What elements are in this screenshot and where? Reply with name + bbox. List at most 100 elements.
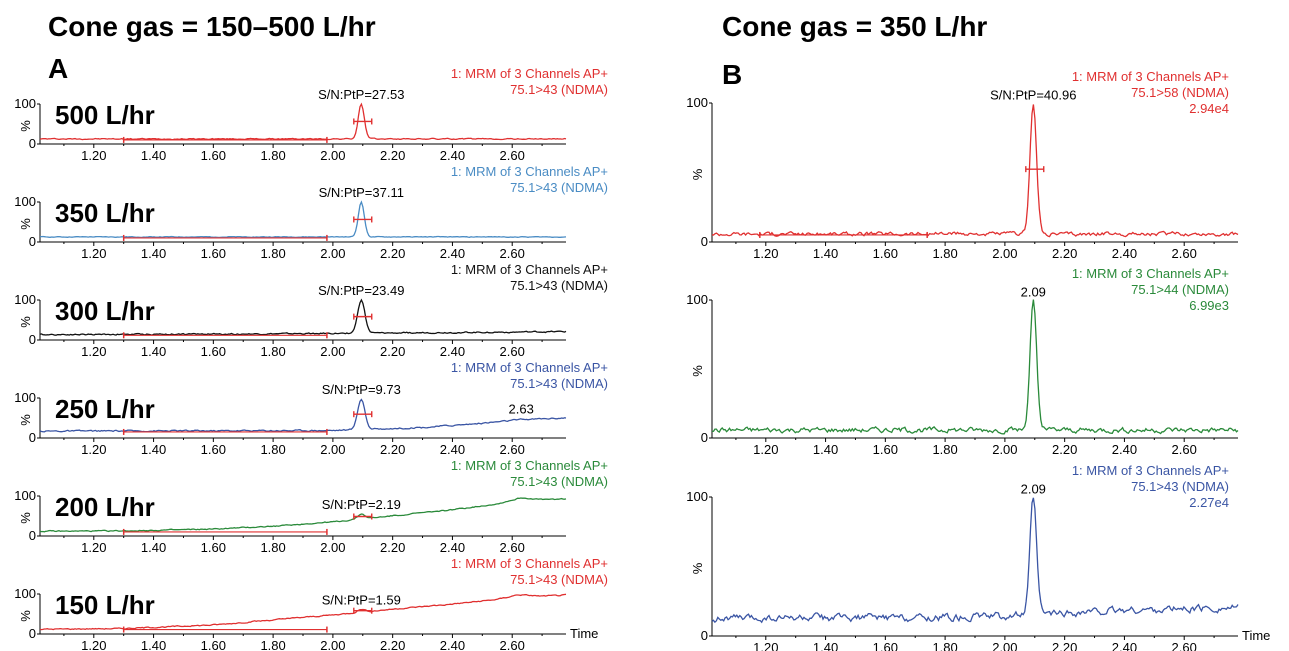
peak-annotation: S/N:PtP=27.53 <box>318 87 404 102</box>
x-tick-label: 1.60 <box>873 442 898 457</box>
chromatogram-trace <box>711 104 1239 238</box>
x-tick-label: 1.20 <box>81 442 106 457</box>
secondary-peak-annotation: 2.63 <box>509 402 534 417</box>
chromatogram-plot: 100 0% 1.20 1.40 1.60 1.80 2.00 2.20 2.40 2.60 S/N… <box>14 262 608 359</box>
channel-info-line: 75.1>43 (NDMA) <box>510 572 608 587</box>
channel-info-line: 75.1>58 (NDMA) <box>1131 85 1229 100</box>
chromatogram-trace <box>39 200 567 239</box>
x-tick-label: 2.20 <box>380 442 405 457</box>
y-tick-label: 0 <box>701 628 708 643</box>
x-tick-label: 2.00 <box>320 148 345 163</box>
x-tick-label: 1.80 <box>260 344 285 359</box>
x-tick-label: 1.40 <box>141 344 166 359</box>
peak-annotation: 2.09 <box>1021 481 1046 496</box>
x-tick-label: 1.40 <box>141 148 166 163</box>
channel-info-line: 1: MRM of 3 Channels AP+ <box>1072 266 1229 281</box>
x-tick-label: 2.00 <box>992 442 1017 457</box>
chromatogram-trace <box>39 398 567 433</box>
chromatogram-plot: 100 0% 1.20 1.40 1.60 1.80 2.00 2.20 2.40 2.60 Tim… <box>14 556 608 651</box>
chromatogram-trace <box>39 298 567 336</box>
x-tick-label: 1.80 <box>260 442 285 457</box>
x-tick-label: 1.40 <box>813 640 838 651</box>
x-tick-label: 2.00 <box>992 640 1017 651</box>
peak-annotation: S/N:PtP=23.49 <box>318 283 404 298</box>
y-tick-label: 100 <box>686 292 708 307</box>
x-tick-label: 2.40 <box>440 638 465 651</box>
x-tick-label: 2.60 <box>1172 246 1197 261</box>
x-tick-label: 1.80 <box>260 638 285 651</box>
panel-b-label: B <box>722 59 742 90</box>
chromatogram-trace <box>39 497 567 533</box>
y-axis-label: % <box>18 120 33 132</box>
y-axis-label: % <box>18 218 33 230</box>
x-tick-label: 1.20 <box>81 638 106 651</box>
right-figure-title: Cone gas = 350 L/hr <box>722 11 987 42</box>
plots-group: 100 0% 1.20 1.40 1.60 1.80 2.00 2.20 2.40 2.60 S/N… <box>14 66 1270 651</box>
x-tick-label: 2.40 <box>440 148 465 163</box>
x-tick-label: 1.80 <box>932 246 957 261</box>
y-axis-label: % <box>18 414 33 426</box>
chromatogram-plot: 100 0% 1.20 1.40 1.60 1.80 2.00 2.20 2.40 2.60 S/N… <box>14 164 608 261</box>
x-tick-label: 2.60 <box>500 638 525 651</box>
x-tick-label: 1.20 <box>81 540 106 555</box>
y-tick-label: 0 <box>701 234 708 249</box>
peak-annotation: S/N:PtP=2.19 <box>322 497 401 512</box>
x-tick-label: 2.60 <box>500 344 525 359</box>
x-tick-label: 2.00 <box>320 246 345 261</box>
x-tick-label: 1.20 <box>753 442 778 457</box>
x-tick-label: 2.60 <box>500 246 525 261</box>
x-tick-label: 2.60 <box>1172 442 1197 457</box>
y-tick-label: 0 <box>29 626 36 641</box>
chromatogram-plot: 100 0% 1.20 1.40 1.60 1.80 2.00 2.20 2.40 2.60 Tim… <box>686 463 1270 651</box>
chromatogram-trace <box>39 102 567 141</box>
x-tick-label: 2.20 <box>380 638 405 651</box>
x-tick-label: 1.60 <box>201 246 226 261</box>
panel-a-label: A <box>48 53 68 84</box>
x-tick-label: 2.20 <box>380 246 405 261</box>
x-tick-label: 2.40 <box>1112 640 1137 651</box>
channel-info-line: 75.1>43 (NDMA) <box>510 278 608 293</box>
channel-info-line: 1: MRM of 3 Channels AP+ <box>451 556 608 571</box>
y-tick-label: 0 <box>29 528 36 543</box>
channel-info-line: 1: MRM of 3 Channels AP+ <box>451 164 608 179</box>
chromatogram-plot: 100 0% 1.20 1.40 1.60 1.80 2.00 2.20 2.40 2.60 S/N… <box>14 458 608 555</box>
cone-gas-condition-label: 500 L/hr <box>55 100 155 130</box>
x-tick-label: 2.40 <box>440 540 465 555</box>
y-axis-label: % <box>18 316 33 328</box>
chromatogram-trace <box>39 593 567 631</box>
chromatogram-plot: 100 0% 1.20 1.40 1.60 1.80 2.00 2.20 2.40 2.60 S/N… <box>686 69 1239 261</box>
x-tick-label: 1.40 <box>813 246 838 261</box>
channel-info-line: 2.94e4 <box>1189 101 1229 116</box>
y-axis-label: % <box>690 365 705 377</box>
y-tick-label: 100 <box>686 95 708 110</box>
y-tick-label: 100 <box>14 390 36 405</box>
x-tick-label: 2.20 <box>1052 442 1077 457</box>
x-tick-label: 1.40 <box>141 540 166 555</box>
x-tick-label: 1.80 <box>260 540 285 555</box>
x-tick-label: 1.20 <box>753 246 778 261</box>
channel-info-line: 75.1>43 (NDMA) <box>510 474 608 489</box>
y-tick-label: 0 <box>29 332 36 347</box>
x-tick-label: 1.40 <box>141 442 166 457</box>
y-axis-label: % <box>690 168 705 180</box>
chromatogram-trace <box>711 299 1239 435</box>
x-tick-label: 2.20 <box>380 148 405 163</box>
x-tick-label: 2.00 <box>320 344 345 359</box>
x-tick-label: 1.40 <box>141 638 166 651</box>
x-tick-label: 1.20 <box>753 640 778 651</box>
x-tick-label: 1.60 <box>201 540 226 555</box>
channel-info-line: 75.1>44 (NDMA) <box>1131 282 1229 297</box>
channel-info-line: 75.1>43 (NDMA) <box>510 376 608 391</box>
y-tick-label: 100 <box>686 489 708 504</box>
x-tick-label: 2.40 <box>1112 442 1137 457</box>
chromatogram-plot: 100 0% 1.20 1.40 1.60 1.80 2.00 2.20 2.40 2.60 S/N… <box>14 360 608 457</box>
x-tick-label: 1.60 <box>201 442 226 457</box>
cone-gas-condition-label: 150 L/hr <box>55 590 155 620</box>
y-axis-label: % <box>690 562 705 574</box>
channel-info-line: 75.1>43 (NDMA) <box>1131 479 1229 494</box>
x-tick-label: 1.20 <box>81 148 106 163</box>
channel-info-line: 1: MRM of 3 Channels AP+ <box>451 66 608 81</box>
y-tick-label: 0 <box>701 430 708 445</box>
cone-gas-condition-label: 200 L/hr <box>55 492 155 522</box>
